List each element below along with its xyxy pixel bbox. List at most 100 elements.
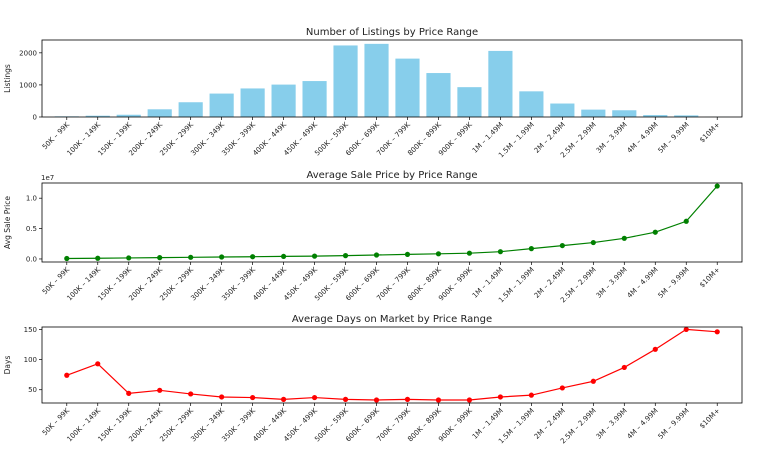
data-point xyxy=(373,397,380,403)
data-point xyxy=(528,246,534,252)
bar xyxy=(178,102,203,117)
y-tick-label: 150 xyxy=(24,326,37,334)
x-tick-label: 4M – 4.99M xyxy=(626,266,660,300)
data-point xyxy=(435,251,442,257)
data-point xyxy=(652,346,658,352)
data-point xyxy=(621,364,627,371)
data-point xyxy=(126,390,132,396)
chart-title: Average Days on Market by Price Range xyxy=(292,314,492,325)
x-tick-label: 4M – 4.99M xyxy=(626,407,660,441)
axes-frame xyxy=(41,326,743,404)
bar xyxy=(612,110,637,117)
bar xyxy=(426,73,451,117)
bar xyxy=(116,114,141,117)
x-tick-label: 1M – 1.49M xyxy=(471,121,505,155)
x-tick-label: 5M – 9.99M xyxy=(657,121,691,155)
data-point xyxy=(714,183,720,189)
data-point xyxy=(683,326,689,333)
axes-frame xyxy=(41,182,743,263)
chart-panel-1: Number of Listings by Price Range Listing… xyxy=(3,27,743,159)
bar xyxy=(519,91,544,117)
bar xyxy=(674,115,699,117)
x-tick-label: 1M – 1.49M xyxy=(471,407,505,441)
data-point xyxy=(590,378,596,384)
data-point xyxy=(714,329,720,335)
x-tick-label: 3M – 3.99M xyxy=(595,407,629,441)
y-axis-offset-label: 1e7 xyxy=(41,174,54,182)
y-tick-label: 2000 xyxy=(19,49,37,57)
data-point xyxy=(342,396,349,402)
x-tick-label: 2M – 2.49M xyxy=(533,266,567,300)
data-point xyxy=(590,239,596,246)
data-point xyxy=(219,394,225,400)
bar xyxy=(209,93,234,117)
data-point xyxy=(342,253,349,259)
bar xyxy=(333,45,358,118)
bar xyxy=(364,43,389,117)
x-tick-label: 1M – 1.49M xyxy=(471,266,505,300)
bar xyxy=(643,115,668,117)
data-point xyxy=(280,253,287,260)
chart-title: Number of Listings by Price Range xyxy=(306,27,478,38)
y-axis-label: Days xyxy=(3,356,12,375)
x-tick-label: 50K – 99K xyxy=(41,265,72,296)
data-point xyxy=(250,394,256,401)
chart-title: Average Sale Price by Price Range xyxy=(306,170,477,181)
y-tick-label: 1000 xyxy=(19,81,37,89)
x-tick-label: 900K – 999K xyxy=(437,265,474,302)
data-point xyxy=(219,254,225,260)
y-axis-label: Listings xyxy=(3,64,12,93)
data-point xyxy=(95,255,101,261)
bar xyxy=(302,81,327,117)
data-point xyxy=(559,385,565,391)
bar xyxy=(581,109,606,117)
x-tick-label: 5M – 9.99M xyxy=(657,407,691,441)
x-tick-label: $10M+ xyxy=(698,266,722,290)
y-tick-label: 50 xyxy=(28,386,37,394)
axes-frame xyxy=(41,39,743,118)
data-point xyxy=(404,396,411,402)
bar xyxy=(85,115,110,117)
data-point xyxy=(126,255,132,261)
x-tick-label: $10M+ xyxy=(698,407,722,431)
y-tick-label: 0 xyxy=(33,114,37,122)
chart-panel-2: Average Sale Price by Price Range Avg Sal… xyxy=(3,170,743,304)
x-tick-label: 900K – 999K xyxy=(437,406,474,443)
bar xyxy=(488,50,513,117)
data-point xyxy=(404,251,411,258)
data-point xyxy=(435,397,442,403)
data-point xyxy=(466,250,473,256)
data-point xyxy=(528,392,534,398)
data-point xyxy=(466,397,473,403)
data-point xyxy=(311,253,318,259)
x-tick-label: 900K – 999K xyxy=(437,120,474,157)
bar xyxy=(395,58,420,117)
x-tick-label: 2M – 2.49M xyxy=(533,121,567,155)
y-tick-label: 0.0 xyxy=(26,255,37,263)
data-point xyxy=(188,391,194,397)
y-tick-label: 0.5 xyxy=(26,225,37,233)
y-tick-label: 100 xyxy=(24,356,37,364)
data-point xyxy=(559,242,565,249)
data-point xyxy=(157,255,163,261)
data-point xyxy=(250,254,256,260)
x-tick-label: 50K – 99K xyxy=(41,406,72,437)
data-point xyxy=(311,394,318,401)
data-point xyxy=(95,361,101,367)
data-point xyxy=(652,229,658,235)
chart-panel-3: Average Days on Market by Price Range Day… xyxy=(3,314,743,445)
data-point xyxy=(188,254,194,260)
x-tick-label: 4M – 4.99M xyxy=(626,121,660,155)
y-axis-label: Avg Sale Price xyxy=(3,196,12,249)
bar xyxy=(550,103,575,117)
data-point xyxy=(497,394,504,400)
data-point xyxy=(621,235,627,241)
data-point xyxy=(497,249,504,255)
data-point xyxy=(64,372,70,378)
x-tick-label: 3M – 3.99M xyxy=(595,266,629,300)
x-tick-label: 3M – 3.99M xyxy=(595,121,629,155)
data-point xyxy=(280,396,287,402)
data-point xyxy=(157,387,163,393)
x-tick-label: $10M+ xyxy=(698,121,722,145)
